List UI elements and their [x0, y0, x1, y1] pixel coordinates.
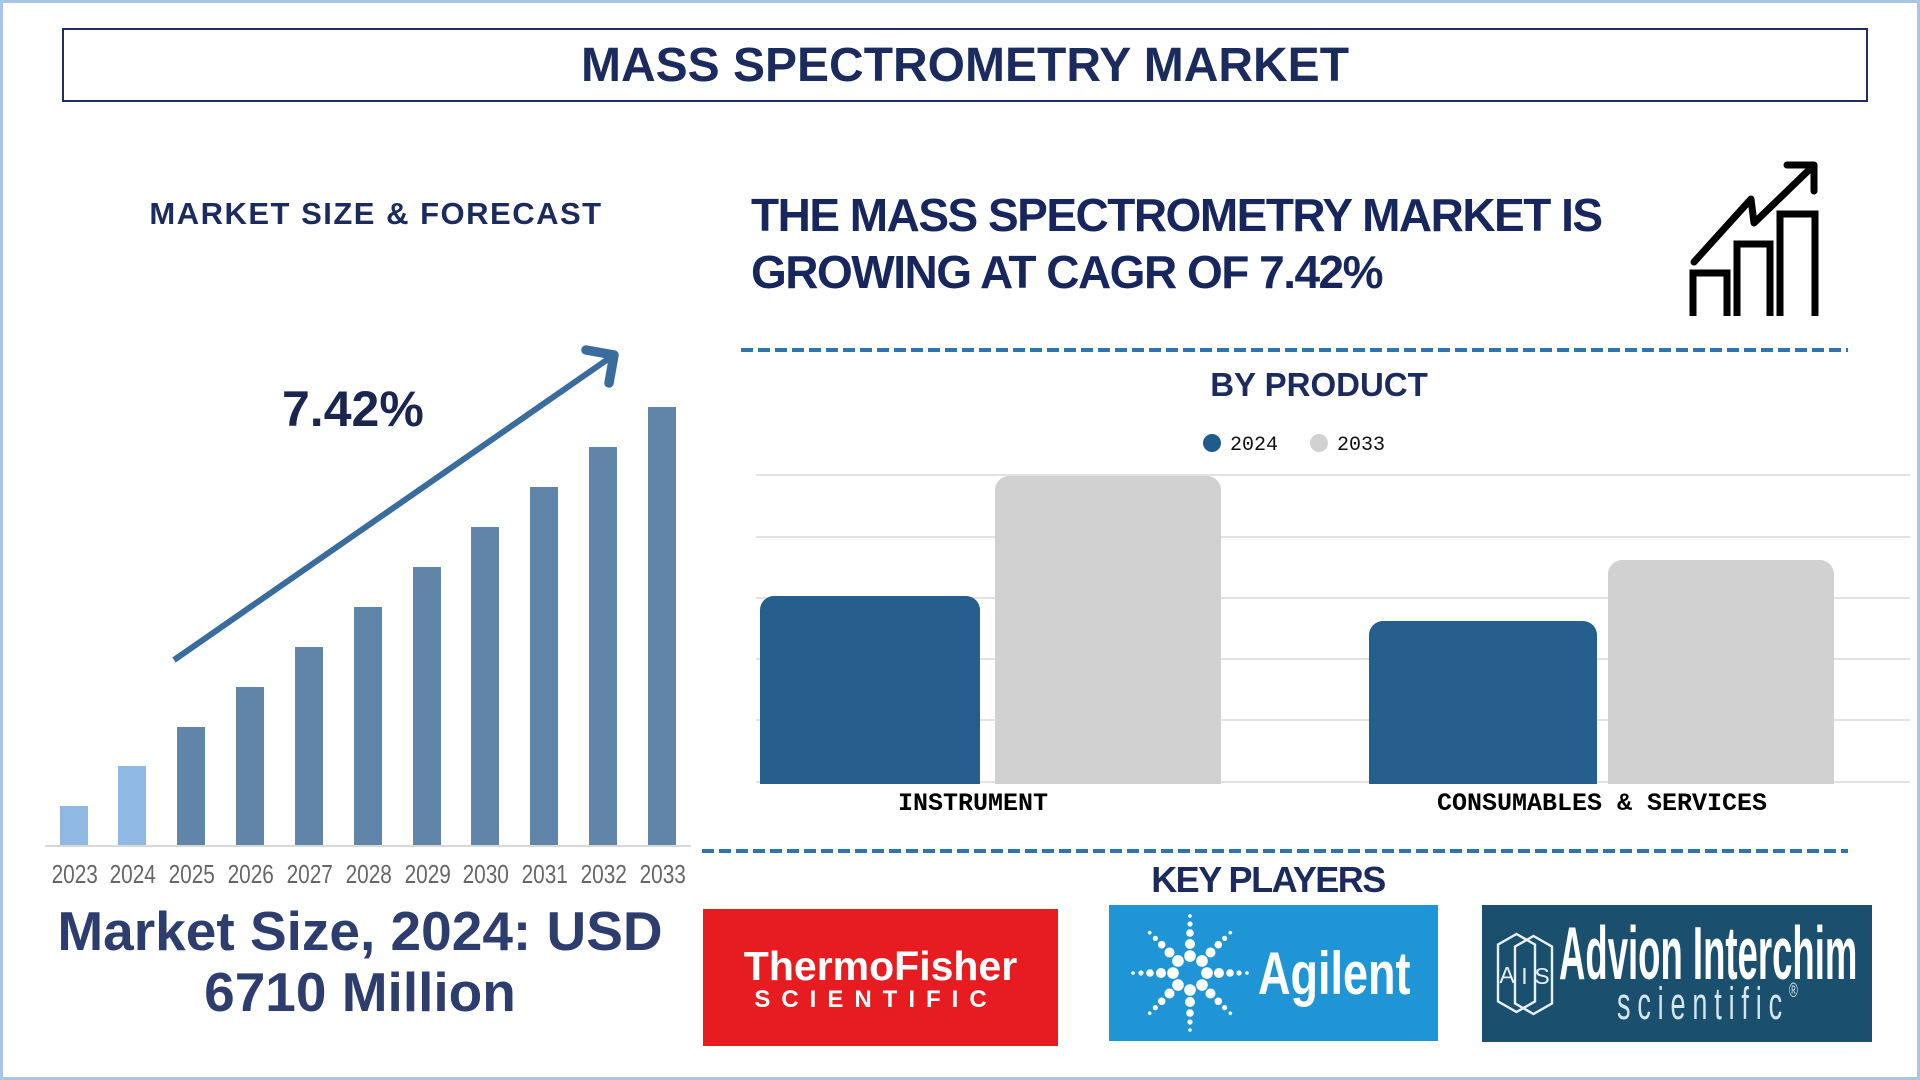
svg-text:A: A: [1499, 962, 1515, 988]
svg-text:S: S: [1534, 963, 1549, 989]
svg-text:I: I: [1521, 963, 1527, 989]
